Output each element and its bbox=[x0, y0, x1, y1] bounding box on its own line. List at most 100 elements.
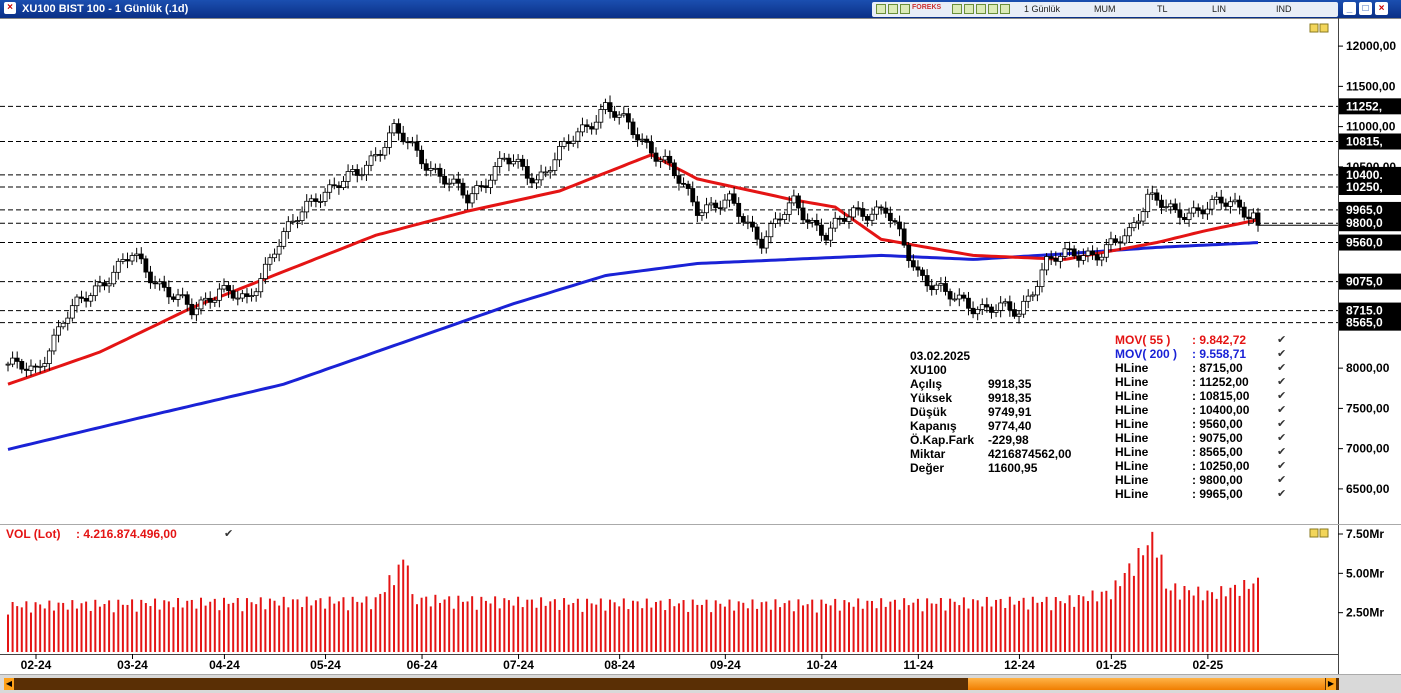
toolbar-icon-5[interactable] bbox=[964, 4, 974, 14]
indicator-selector[interactable]: IND bbox=[1276, 4, 1292, 14]
candle-body bbox=[1103, 244, 1109, 258]
scroll-right-arrow[interactable]: ▶ bbox=[1326, 678, 1336, 690]
legend-check-icon[interactable]: ✔ bbox=[1277, 460, 1287, 472]
toolbar-icon-7[interactable] bbox=[988, 4, 998, 14]
hline-label-box bbox=[1339, 273, 1401, 290]
candle-body bbox=[120, 259, 126, 262]
candle-body bbox=[621, 113, 627, 116]
candle-body bbox=[993, 310, 999, 313]
legend-check-icon[interactable]: ✔ bbox=[1277, 348, 1287, 360]
candle-body bbox=[171, 296, 176, 300]
volume-bars bbox=[7, 531, 1259, 652]
panel-icon-2[interactable] bbox=[1319, 23, 1329, 33]
candle-body bbox=[1246, 216, 1252, 220]
time-tick-label: 04-24 bbox=[209, 658, 240, 672]
legend-check-icon[interactable]: ✔ bbox=[1277, 362, 1287, 374]
candle-body bbox=[318, 201, 323, 203]
scroll-left-arrow[interactable]: ◀ bbox=[4, 678, 14, 690]
legend-name: HLine bbox=[1115, 389, 1149, 403]
candle-body bbox=[570, 140, 576, 144]
candle-body bbox=[327, 184, 333, 193]
candle-body bbox=[644, 138, 650, 143]
hline-label-box bbox=[1339, 166, 1401, 183]
scale-selector[interactable]: LIN bbox=[1212, 4, 1227, 14]
legend-check-icon[interactable]: ✔ bbox=[1277, 446, 1287, 458]
candle-body bbox=[1241, 206, 1247, 218]
candle-body bbox=[984, 304, 990, 308]
candle-body bbox=[970, 307, 976, 315]
candle-body bbox=[593, 121, 599, 130]
candle-body bbox=[432, 167, 438, 170]
candle-body bbox=[777, 218, 783, 221]
toolbar-icon-3[interactable] bbox=[900, 4, 910, 14]
candle-body bbox=[929, 285, 935, 291]
panel-icon-3[interactable] bbox=[1309, 528, 1319, 538]
maximize-button[interactable]: □ bbox=[1359, 2, 1372, 15]
toolbar-icon-6[interactable] bbox=[976, 4, 986, 14]
hline-label: 11252, bbox=[1346, 99, 1382, 113]
candle-body bbox=[823, 234, 829, 241]
candle-body bbox=[304, 200, 310, 213]
period-selector[interactable]: 1 Günlük bbox=[1024, 4, 1061, 14]
legend-check-icon[interactable]: ✔ bbox=[1277, 418, 1287, 430]
candle-body bbox=[437, 167, 443, 177]
legend-value: : 9560,00 bbox=[1192, 417, 1243, 431]
horizontal-scrollbar[interactable]: ◀ ▶ bbox=[0, 674, 1401, 693]
hline-label: 9560,0 bbox=[1346, 236, 1383, 250]
legend-value: : 9.842,72 bbox=[1192, 333, 1247, 347]
candle-body bbox=[28, 365, 34, 371]
legend-check-icon[interactable]: ✔ bbox=[1277, 404, 1287, 416]
candle-body bbox=[1205, 208, 1210, 215]
toolbar-icon-4[interactable] bbox=[952, 4, 962, 14]
candle-body bbox=[566, 141, 572, 144]
candle-body bbox=[791, 195, 797, 204]
legend-name: HLine bbox=[1115, 375, 1149, 389]
chart-type-selector[interactable]: MUM bbox=[1094, 4, 1116, 14]
legend-check-icon[interactable]: ✔ bbox=[1277, 488, 1287, 500]
candle-body bbox=[819, 224, 824, 236]
candle-body bbox=[281, 231, 287, 247]
toolbar-icon-8[interactable] bbox=[1000, 4, 1010, 14]
window-menu-icon[interactable]: × bbox=[4, 2, 16, 14]
toolbar-icon-1[interactable] bbox=[876, 4, 886, 14]
candle-body bbox=[717, 207, 723, 210]
time-tick-label: 03-24 bbox=[117, 658, 148, 672]
candle-body bbox=[1163, 206, 1169, 209]
panel-icon-4[interactable] bbox=[1319, 528, 1329, 538]
legend-name: HLine bbox=[1115, 445, 1149, 459]
price-chart[interactable]: 12000,0011500,0011000,0010500,008000,007… bbox=[0, 18, 1401, 674]
candle-body bbox=[979, 304, 985, 310]
candle-body bbox=[1195, 207, 1201, 211]
horizontal-lines bbox=[0, 105, 1338, 324]
hline-label: 10815, bbox=[1346, 135, 1383, 149]
close-button[interactable]: × bbox=[1375, 2, 1388, 15]
panel-icon-1[interactable] bbox=[1309, 23, 1319, 33]
candle-body bbox=[249, 295, 254, 298]
candle-body bbox=[832, 217, 838, 229]
candle-body bbox=[1214, 196, 1220, 201]
candle-body bbox=[1136, 220, 1141, 224]
candle-body bbox=[497, 157, 503, 167]
candle-body bbox=[1145, 193, 1151, 213]
legend-check-icon[interactable]: ✔ bbox=[1277, 376, 1287, 388]
legend-check-icon[interactable]: ✔ bbox=[1277, 334, 1287, 346]
legend-name: MOV( 55 ) bbox=[1115, 333, 1171, 347]
time-tick-label: 07-24 bbox=[503, 658, 534, 672]
time-tick-label: 08-24 bbox=[604, 658, 635, 672]
legend-check-icon[interactable]: ✔ bbox=[1277, 474, 1287, 486]
legend-check-icon[interactable]: ✔ bbox=[1277, 432, 1287, 444]
candle-body bbox=[763, 236, 769, 249]
candle-body bbox=[814, 220, 820, 226]
candle-body bbox=[1025, 295, 1031, 302]
candle-body bbox=[455, 178, 461, 184]
minimize-button[interactable]: _ bbox=[1343, 2, 1356, 15]
currency-selector[interactable]: TL bbox=[1157, 4, 1168, 14]
scroll-thumb[interactable] bbox=[968, 678, 1325, 690]
candle-body bbox=[846, 216, 852, 222]
legend-check-icon[interactable]: ✔ bbox=[1277, 390, 1287, 402]
candle-body bbox=[299, 211, 305, 221]
candle-body bbox=[975, 309, 981, 315]
volume-check-icon[interactable]: ✔ bbox=[224, 528, 234, 540]
toolbar-icon-2[interactable] bbox=[888, 4, 898, 14]
candle-body bbox=[910, 260, 916, 268]
